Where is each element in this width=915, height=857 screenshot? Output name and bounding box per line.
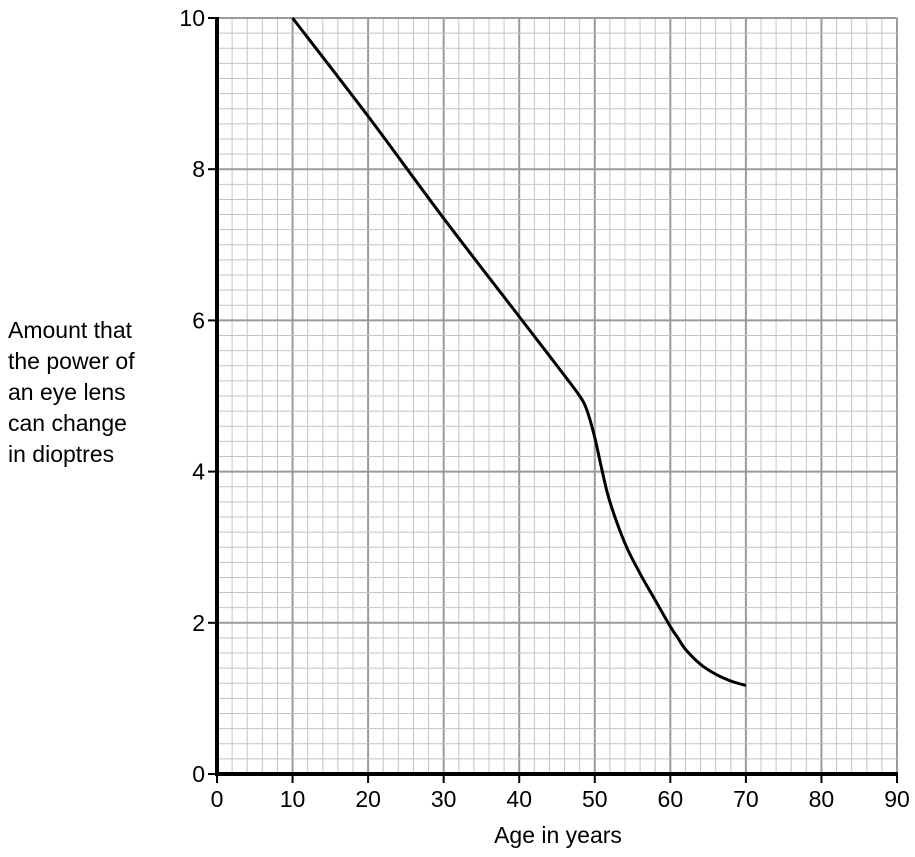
x-tick-label: 90 [884,786,910,812]
y-tick-label: 4 [192,459,205,485]
y-tick-label: 0 [192,761,205,787]
grid [216,17,898,775]
y-tick-label: 8 [192,156,205,182]
x-tick-label: 10 [280,786,306,812]
series-line [291,17,747,687]
y-tick-label: 2 [192,610,205,636]
y-axis-title-line: the power of [8,348,135,374]
x-tick-labels: 0 10 20 30 40 50 60 70 80 90 [211,786,910,812]
y-tick-label: 10 [179,5,205,31]
y-axis-title-line: in dioptres [8,441,114,467]
y-axis-title: Amount that the power of an eye lens can ch… [8,317,135,467]
x-tick-label: 20 [355,786,381,812]
x-tick-label: 80 [809,786,835,812]
y-tick-label: 6 [192,307,205,333]
y-axis-title-line: can change [8,410,127,436]
x-tick-label: 70 [733,786,759,812]
x-tick-label: 60 [658,786,684,812]
x-tick-label: 0 [211,786,224,812]
x-tick-label: 50 [582,786,608,812]
axes [208,17,898,783]
x-tick-label: 30 [431,786,457,812]
x-tick-label: 40 [506,786,532,812]
y-axis-title-line: an eye lens [8,379,126,405]
y-axis-title-line: Amount that [8,317,133,343]
x-axis-title: Age in years [494,822,622,848]
y-tick-labels: 0 2 4 6 8 10 [179,5,205,787]
series-layer [291,17,747,687]
